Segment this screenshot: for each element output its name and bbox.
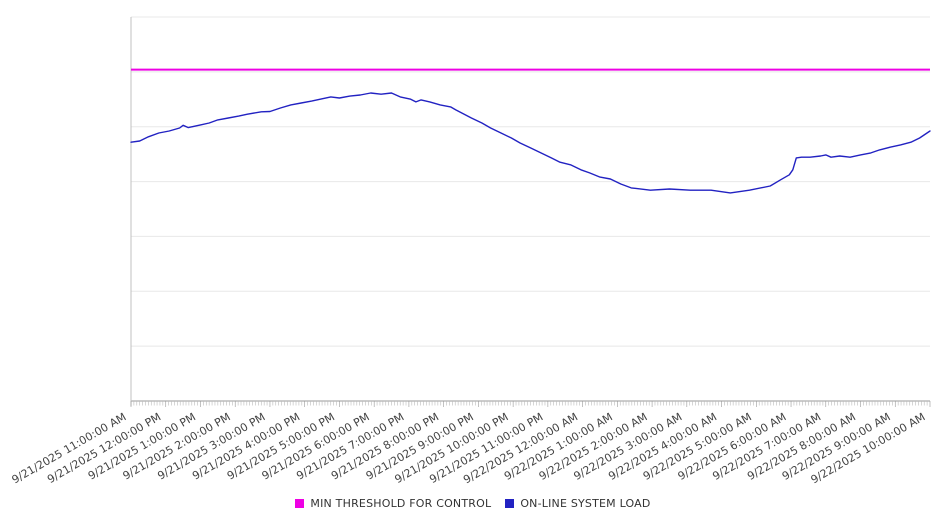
legend-item-threshold: MIN THRESHOLD FOR CONTROL <box>295 497 491 510</box>
legend-label-load: ON-LINE SYSTEM LOAD <box>520 497 651 510</box>
legend-swatch-load <box>505 499 515 508</box>
chart-legend: MIN THRESHOLD FOR CONTROL ON-LINE SYSTEM… <box>0 497 946 510</box>
legend-item-load: ON-LINE SYSTEM LOAD <box>505 497 650 510</box>
legend-label-threshold: MIN THRESHOLD FOR CONTROL <box>310 497 492 510</box>
system-load-line <box>130 92 931 194</box>
legend-swatch-threshold <box>295 499 305 508</box>
